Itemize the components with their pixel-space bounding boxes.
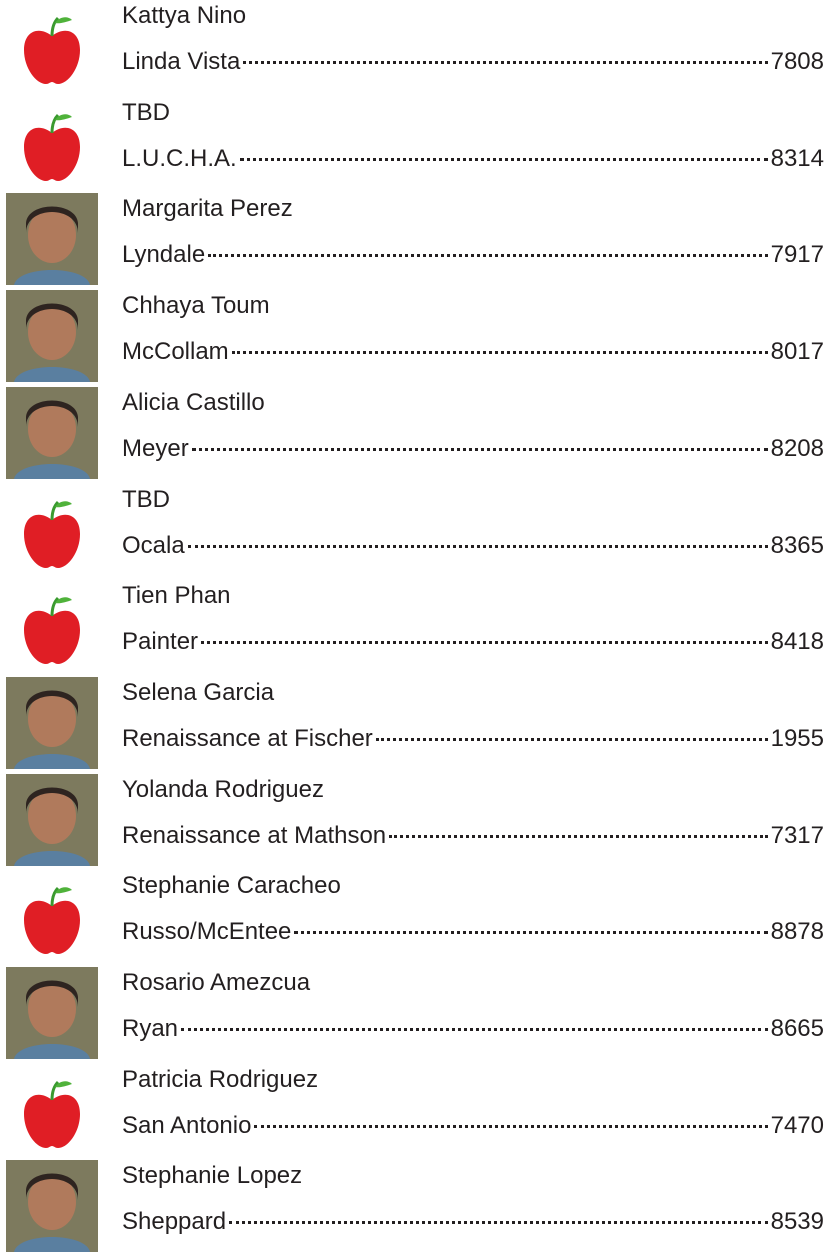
photo [6,774,98,866]
extension: 1955 [771,725,824,753]
dot-leader [208,254,767,257]
school-name: L.U.C.H.A. [122,145,237,173]
person-name: Yolanda Rodriguez [122,776,324,804]
school-line: Ocala 8365 [122,532,824,560]
extension: 8665 [771,1015,824,1043]
apple-icon [6,97,98,189]
apple-icon [6,580,98,672]
photo [6,387,98,479]
dot-leader [232,351,768,354]
dot-leader [240,158,768,161]
person-name: Chhaya Toum [122,292,270,320]
entry: Margarita Perez Lyndale 7917 [0,193,834,289]
photo [6,1160,98,1252]
dot-leader [376,738,768,741]
school-line: Sheppard 8539 [122,1208,824,1236]
school-name: Sheppard [122,1208,226,1236]
person-name: Stephanie Caracheo [122,872,341,900]
apple-icon [6,484,98,576]
school-name: San Antonio [122,1112,251,1140]
entry: Kattya Nino Linda Vista 7808 [0,0,834,96]
dot-leader [192,448,768,451]
extension: 8365 [771,532,824,560]
entry: Yolanda Rodriguez Renaissance at Mathson 7… [0,774,834,870]
school-line: Russo/McEntee 8878 [122,918,824,946]
entry: Rosario Amezcua Ryan 8665 [0,967,834,1063]
extension: 8539 [771,1208,824,1236]
school-name: Linda Vista [122,48,240,76]
apple-icon [6,0,98,92]
school-line: Linda Vista 7808 [122,48,824,76]
school-line: San Antonio 7470 [122,1112,824,1140]
person-name: Selena Garcia [122,679,274,707]
school-line: Renaissance at Mathson 7317 [122,822,824,850]
entry: Chhaya Toum McCollam 8017 [0,290,834,386]
extension: 7317 [771,822,824,850]
extension: 7470 [771,1112,824,1140]
entry: Stephanie Lopez Sheppard 8539 [0,1160,834,1256]
school-line: Ryan 8665 [122,1015,824,1043]
extension: 7808 [771,48,824,76]
apple-icon [6,870,98,962]
entry: TBD L.U.C.H.A. 8314 [0,97,834,193]
extension: 7917 [771,241,824,269]
dot-leader [243,61,767,64]
page: Kattya Nino Linda Vista 7808 TBD L.U.C.H.A. 8… [0,0,834,1206]
person-name: Alicia Castillo [122,389,265,417]
school-name: Russo/McEntee [122,918,291,946]
school-line: Renaissance at Fischer 1955 [122,725,824,753]
entry: Patricia Rodriguez San Antonio 7470 [0,1064,834,1160]
dot-leader [389,835,767,838]
person-name: Kattya Nino [122,2,246,30]
person-name: Margarita Perez [122,195,293,223]
photo [6,677,98,769]
entry: Selena Garcia Renaissance at Fischer 1955 [0,677,834,773]
school-name: Meyer [122,435,189,463]
school-name: Ocala [122,532,185,560]
entry: Tien Phan Painter 8418 [0,580,834,676]
dot-leader [229,1221,768,1224]
person-name: TBD [122,99,170,127]
person-name: Stephanie Lopez [122,1162,302,1190]
dot-leader [188,545,768,548]
school-line: McCollam 8017 [122,338,824,366]
dot-leader [254,1125,767,1128]
extension: 8208 [771,435,824,463]
entry: Alicia Castillo Meyer 8208 [0,387,834,483]
school-name: Renaissance at Fischer [122,725,373,753]
dot-leader [181,1028,768,1031]
person-name: Rosario Amezcua [122,969,310,997]
extension: 8314 [771,145,824,173]
dot-leader [201,641,768,644]
person-name: Tien Phan [122,582,231,610]
entry: TBD Ocala 8365 [0,484,834,580]
school-name: Painter [122,628,198,656]
school-name: Lyndale [122,241,205,269]
school-line: Meyer 8208 [122,435,824,463]
apple-icon [6,1064,98,1156]
school-line: Lyndale 7917 [122,241,824,269]
school-line: Painter 8418 [122,628,824,656]
photo [6,290,98,382]
school-line: L.U.C.H.A. 8314 [122,145,824,173]
entry: Stephanie Caracheo Russo/McEntee 8878 [0,870,834,966]
school-name: Renaissance at Mathson [122,822,386,850]
school-name: McCollam [122,338,229,366]
school-name: Ryan [122,1015,178,1043]
extension: 8017 [771,338,824,366]
extension: 8418 [771,628,824,656]
dot-leader [294,931,767,934]
photo [6,967,98,1059]
person-name: TBD [122,486,170,514]
person-name: Patricia Rodriguez [122,1066,318,1094]
photo [6,193,98,285]
extension: 8878 [771,918,824,946]
